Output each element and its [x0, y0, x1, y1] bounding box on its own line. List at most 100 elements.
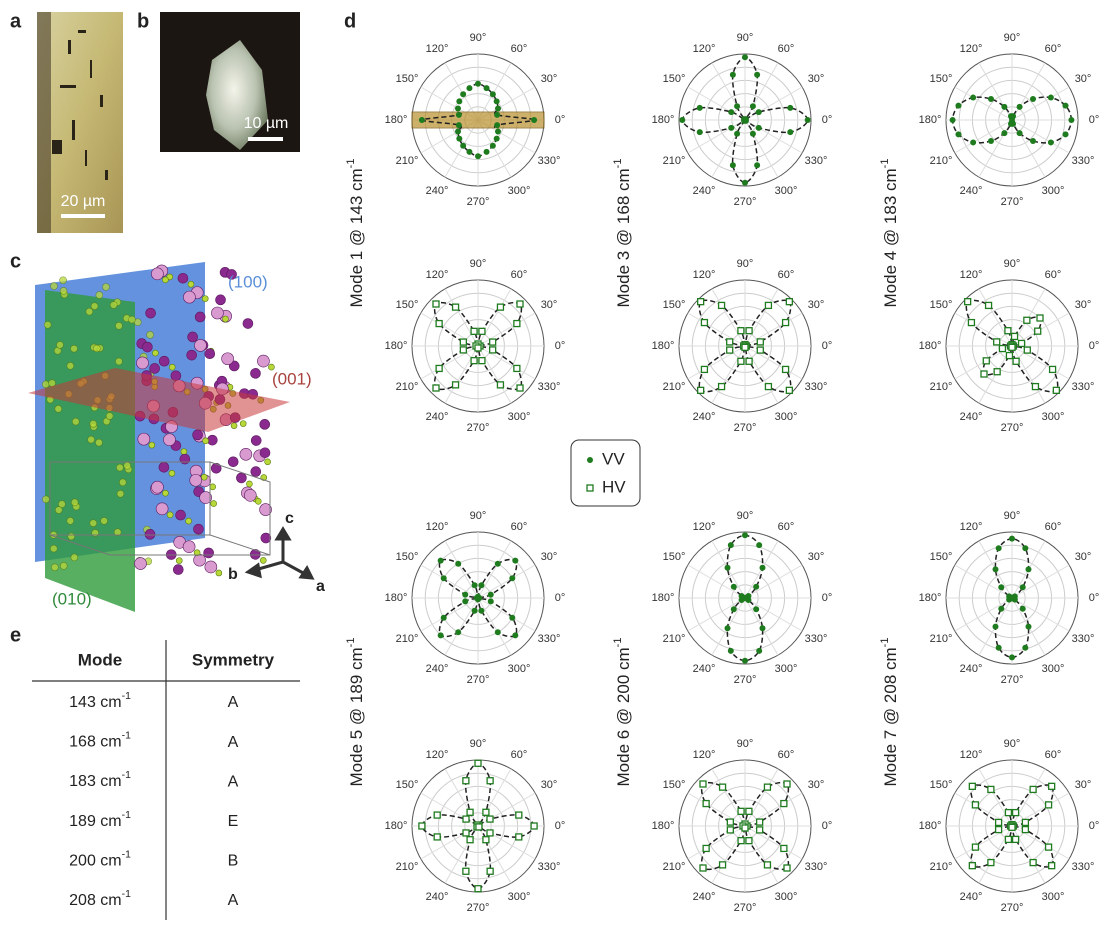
vv-point [998, 606, 1004, 612]
hv-point [700, 865, 706, 871]
micrograph-edge [37, 12, 51, 233]
angle-label: 30° [808, 551, 825, 563]
hv-point [1013, 358, 1019, 364]
vv-point [988, 96, 994, 102]
mode-label-main: Mode 3 @ 168 cm [614, 168, 633, 307]
hv-point [765, 302, 771, 308]
atom [68, 533, 75, 540]
angle-label: 150° [396, 551, 419, 563]
angle-label: 210° [663, 633, 686, 645]
vv-point [1026, 624, 1032, 630]
atom [183, 291, 195, 303]
atom [260, 557, 266, 563]
hv-point [972, 802, 978, 808]
angle-label: 180° [652, 820, 675, 832]
table-cell-main: 143 cm [69, 694, 121, 711]
hv-point [738, 808, 744, 814]
angle-label: 120° [960, 749, 983, 761]
angle-label: 180° [652, 114, 675, 126]
vv-point [728, 109, 734, 115]
atom [96, 292, 103, 299]
hv-point [1049, 783, 1055, 789]
atom [190, 474, 202, 486]
angle-label: 120° [693, 749, 716, 761]
atom [211, 501, 217, 507]
atom [222, 353, 234, 365]
hv-point [764, 862, 770, 868]
atom [128, 316, 135, 323]
vv-point [472, 582, 478, 588]
hv-point [490, 347, 496, 353]
angle-label: 150° [396, 779, 419, 791]
angle-label: 90° [737, 738, 754, 750]
hv-point [703, 845, 709, 851]
vv-point [1030, 96, 1036, 102]
vv-point [484, 85, 490, 91]
table-header: Mode [78, 650, 122, 669]
angle-label: 330° [538, 861, 561, 873]
hv-point [738, 328, 744, 334]
angle-label: 90° [1004, 258, 1021, 270]
vv-point [495, 561, 501, 567]
hv-point [487, 868, 493, 874]
hv-point [1024, 317, 1030, 323]
atom [71, 554, 78, 561]
hv-point [764, 784, 770, 790]
hv-point [1012, 333, 1018, 339]
vv-point [1020, 606, 1026, 612]
angle-label: 60° [1045, 749, 1062, 761]
hv-point [436, 321, 442, 327]
hv-point [719, 302, 725, 308]
hv-point [1005, 810, 1011, 816]
hv-point [460, 347, 466, 353]
vv-point [455, 629, 461, 635]
hv-point [746, 358, 752, 364]
angle-label: 270° [734, 674, 757, 686]
vv-point [743, 595, 749, 601]
angle-label: 210° [396, 633, 419, 645]
angle-label: 270° [467, 902, 490, 914]
hv-point [757, 827, 763, 833]
hv-point [757, 819, 763, 825]
hv-point [514, 321, 520, 327]
angle-label: 330° [805, 155, 828, 167]
atom [138, 433, 150, 445]
hv-point [1030, 786, 1036, 792]
figure: 20 µm 10 µm (100) (001) (010) c b a a b … [0, 0, 1120, 932]
atom [163, 434, 175, 446]
vv-point [787, 105, 793, 111]
vv-point [1022, 645, 1028, 651]
vv-point [1017, 104, 1023, 110]
hv-point [719, 384, 725, 390]
angle-label: 300° [775, 891, 798, 903]
angle-label: 60° [1045, 521, 1062, 533]
atom [90, 520, 97, 527]
atom [91, 303, 98, 310]
vv-point [494, 98, 500, 104]
mode-label-main: Mode 1 @ 143 cm [347, 168, 366, 307]
angle-label: 180° [919, 340, 942, 352]
vv-point [1026, 566, 1032, 572]
atom [134, 558, 146, 570]
vv-point [495, 629, 501, 635]
hv-point [453, 304, 459, 310]
vv-point [494, 136, 500, 142]
hv-point [969, 863, 975, 869]
hv-point [1050, 366, 1056, 372]
vv-point [697, 105, 703, 111]
vv-point [509, 575, 515, 581]
atom [167, 512, 173, 518]
angle-label: 60° [511, 269, 528, 281]
atom [169, 364, 175, 370]
hv-point [1035, 328, 1041, 334]
hv-point [453, 382, 459, 388]
atom [265, 459, 271, 465]
table-cell-sup: -1 [122, 810, 131, 821]
vv-point [728, 125, 734, 131]
angle-label: 270° [734, 196, 757, 208]
angle-label: 0° [1089, 820, 1100, 832]
atom [42, 381, 49, 388]
atom [187, 350, 197, 360]
mode-label: Mode 4 @ 183 cm-1 [879, 159, 901, 308]
angle-label: 120° [693, 269, 716, 281]
